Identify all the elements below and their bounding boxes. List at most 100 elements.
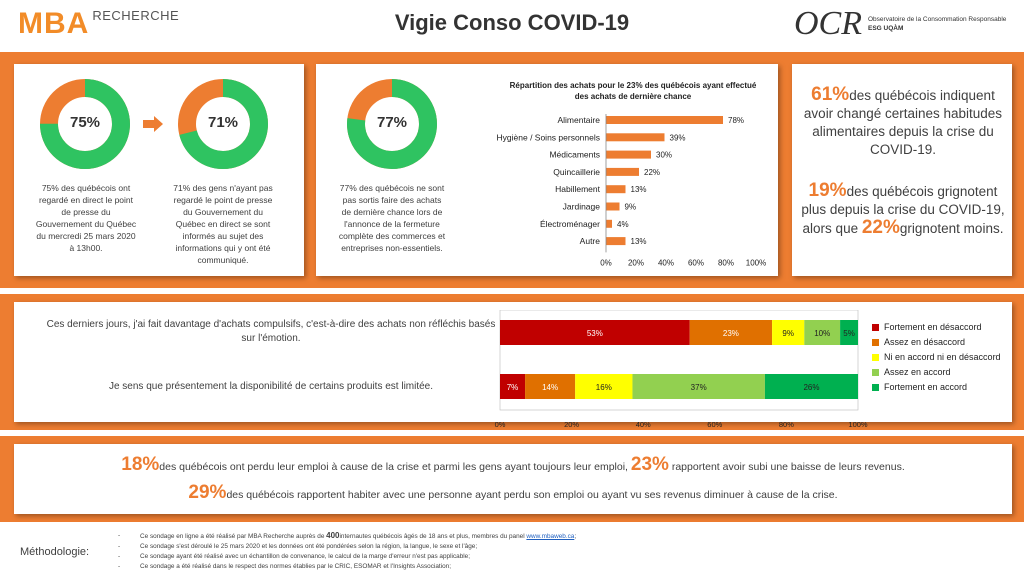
x-tick-label: 60% <box>688 258 704 267</box>
x-tick-label: 0% <box>600 258 612 267</box>
stack-segment-label: 14% <box>542 383 558 392</box>
stack-segment-label: 37% <box>691 383 707 392</box>
donut-label-press-watched: 75% <box>69 114 101 131</box>
legend-label: Fortement en désaccord <box>884 322 982 332</box>
bar <box>606 202 620 211</box>
stack-segment <box>575 374 633 399</box>
stack-segment <box>764 374 858 399</box>
bar-data-label: 13% <box>631 237 647 246</box>
donut-caption-no-last-chance: 77% des québécois ne sont pas sortis fai… <box>338 183 446 253</box>
eating-habits-card <box>792 64 1012 276</box>
donut-chart-press-watched <box>40 79 130 169</box>
donut-label-no-last-chance: 77% <box>376 114 408 131</box>
legend-label: Fortement en accord <box>884 382 968 392</box>
stack-segment-label: 23% <box>723 329 739 338</box>
legend-item: Assez en accord <box>872 367 951 377</box>
mbaweb-link[interactable]: www.mbaweb.ca <box>526 533 575 540</box>
mba-logo-subtext: RECHERCHE <box>92 8 180 23</box>
stack-x-tick-label: 40% <box>636 420 651 429</box>
stat-eating-habits-pct: 61% <box>811 84 850 105</box>
stack-segment-label: 16% <box>596 383 612 392</box>
legend-label: Assez en accord <box>884 367 951 377</box>
bar <box>606 116 723 124</box>
bar-category-label: Médicaments <box>549 150 600 160</box>
page-title: Vigie Conso COVID-19 <box>394 10 630 35</box>
methodology-item: - Ce sondage s'est déroulé le 25 mars 202… <box>118 543 478 550</box>
stack-segment <box>689 320 773 345</box>
employment-line-1: 18%des québécois ont perdu leur emploi à… <box>14 454 1012 476</box>
stat-snacking-less-pct: 22% <box>861 217 900 238</box>
household-impact-pct: 29% <box>188 482 227 503</box>
stack-segment-label: 7% <box>507 383 519 392</box>
stack-segment-label: 53% <box>587 329 603 338</box>
bar-category-label: Alimentaire <box>557 115 600 125</box>
bar-category-label: Électroménager <box>540 219 600 229</box>
stack-segment-label: 5% <box>843 329 855 338</box>
donut-chart-press-informed <box>178 79 268 169</box>
question-product-availability: Je sens que présentement la disponibilit… <box>108 381 434 392</box>
bar-chart-title: Répartition des achats pour le 23% des q… <box>509 81 757 101</box>
legend-swatch <box>872 338 879 346</box>
x-tick-label: 20% <box>628 258 644 267</box>
legend-swatch <box>872 353 879 361</box>
ocr-logo-school: ESG UQÀM <box>868 25 904 32</box>
methodology-item: - Ce sondage en ligne a été réalisé par M… <box>118 531 577 540</box>
bar-data-label: 4% <box>617 220 629 229</box>
stack-segment <box>500 320 690 345</box>
x-tick-label: 40% <box>658 258 674 267</box>
x-tick-label: 100% <box>746 258 766 267</box>
stat-eating-habits: 61%des québécois indiquent avoir changé … <box>798 84 1008 159</box>
stack-segment <box>500 374 526 399</box>
income-drop-pct: 23% <box>630 454 669 475</box>
bar-category-label: Jardinage <box>563 202 601 212</box>
employment-line-2: 29%des québécois rapportent habiter avec… <box>14 482 1012 504</box>
bar-data-label: 22% <box>644 168 660 177</box>
last-chance-card <box>316 64 778 276</box>
legend-item: Fortement en accord <box>872 382 967 392</box>
ocr-logo: OCR Observatoire de la Consommation Resp… <box>794 6 1006 42</box>
bar <box>606 150 651 159</box>
bar-data-label: 78% <box>728 116 744 125</box>
stat-snacking: 19%des québécois grignotent plus depuis … <box>798 181 1008 238</box>
stack-segment-label: 10% <box>814 329 830 338</box>
legend-item: Fortement en désaccord <box>872 322 982 332</box>
legend-item: Ni en accord ni en désaccord <box>872 352 1001 362</box>
household-impact-text: des québécois rapportent habiter avec un… <box>226 489 838 501</box>
donut-value-arc <box>347 79 437 169</box>
bar <box>606 219 612 228</box>
legend-label: Ni en accord ni en désaccord <box>884 352 1001 362</box>
legend-swatch <box>872 383 879 391</box>
purchases-bar-chart: Alimentaire 78% Hygiène / Soins personnels… <box>497 114 766 267</box>
stack-segment-label: 9% <box>782 329 794 338</box>
job-loss-pct: 18% <box>121 454 160 475</box>
stack-x-tick-label: 60% <box>707 420 722 429</box>
bar <box>606 237 626 246</box>
legend-swatch <box>872 368 879 376</box>
arrow-right-icon <box>143 116 163 132</box>
donut-caption-press-watched: 75% des québécois ont regardé en direct … <box>35 183 137 253</box>
bar-data-label: 30% <box>656 151 672 160</box>
donut-chart-no-last-chance <box>347 79 437 169</box>
ocr-logo-subtitle: Observatoire de la Consommation Responsa… <box>868 16 1007 23</box>
mba-logo-text: MBA <box>18 7 90 40</box>
legend-item: Assez en désaccord <box>872 337 965 347</box>
bar <box>606 185 626 194</box>
donut-value-arc <box>40 79 130 169</box>
header: MBA RECHERCHE Vigie Conso COVID-19 OCR O… <box>0 0 1024 52</box>
stack-x-tick-label: 0% <box>495 420 506 429</box>
stack-x-tick-label: 100% <box>848 420 868 429</box>
legend-label: Assez en désaccord <box>884 337 966 347</box>
employment-card <box>14 444 1012 514</box>
legend-swatch <box>872 323 879 331</box>
bar-data-label: 9% <box>625 203 637 212</box>
attitudes-stacked-bar-chart: 53% 23% 9% 10% 5% 7% 14% 16% 37% 26% 0% 20% 40% 60% 80… <box>495 310 868 429</box>
job-loss-text: des québécois ont perdu leur emploi à ca… <box>159 461 628 473</box>
stat-snacking-text: des québécois grignotent plus depuis la … <box>801 184 1005 236</box>
ocr-logo-text: OCR <box>794 5 862 42</box>
bar-data-label: 39% <box>670 133 686 142</box>
stack-x-tick-label: 20% <box>564 420 579 429</box>
question-compulsive-purchases: Ces derniers jours, j'ai fait davantage … <box>46 319 496 344</box>
stat-snacking-text-end: grignotent moins. <box>899 221 1004 236</box>
donut-label-press-informed: 71% <box>207 114 239 131</box>
income-drop-text: rapportent avoir subi une baisse de leur… <box>671 461 905 473</box>
